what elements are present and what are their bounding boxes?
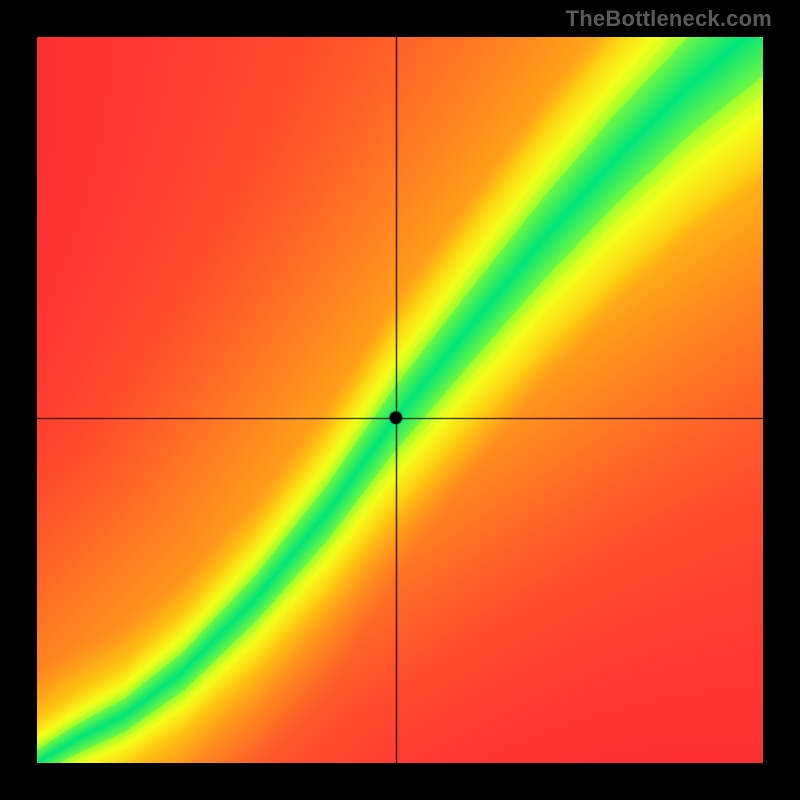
crosshair-overlay [37, 37, 763, 763]
watermark-text: TheBottleneck.com [566, 6, 772, 32]
chart-stage: TheBottleneck.com [0, 0, 800, 800]
